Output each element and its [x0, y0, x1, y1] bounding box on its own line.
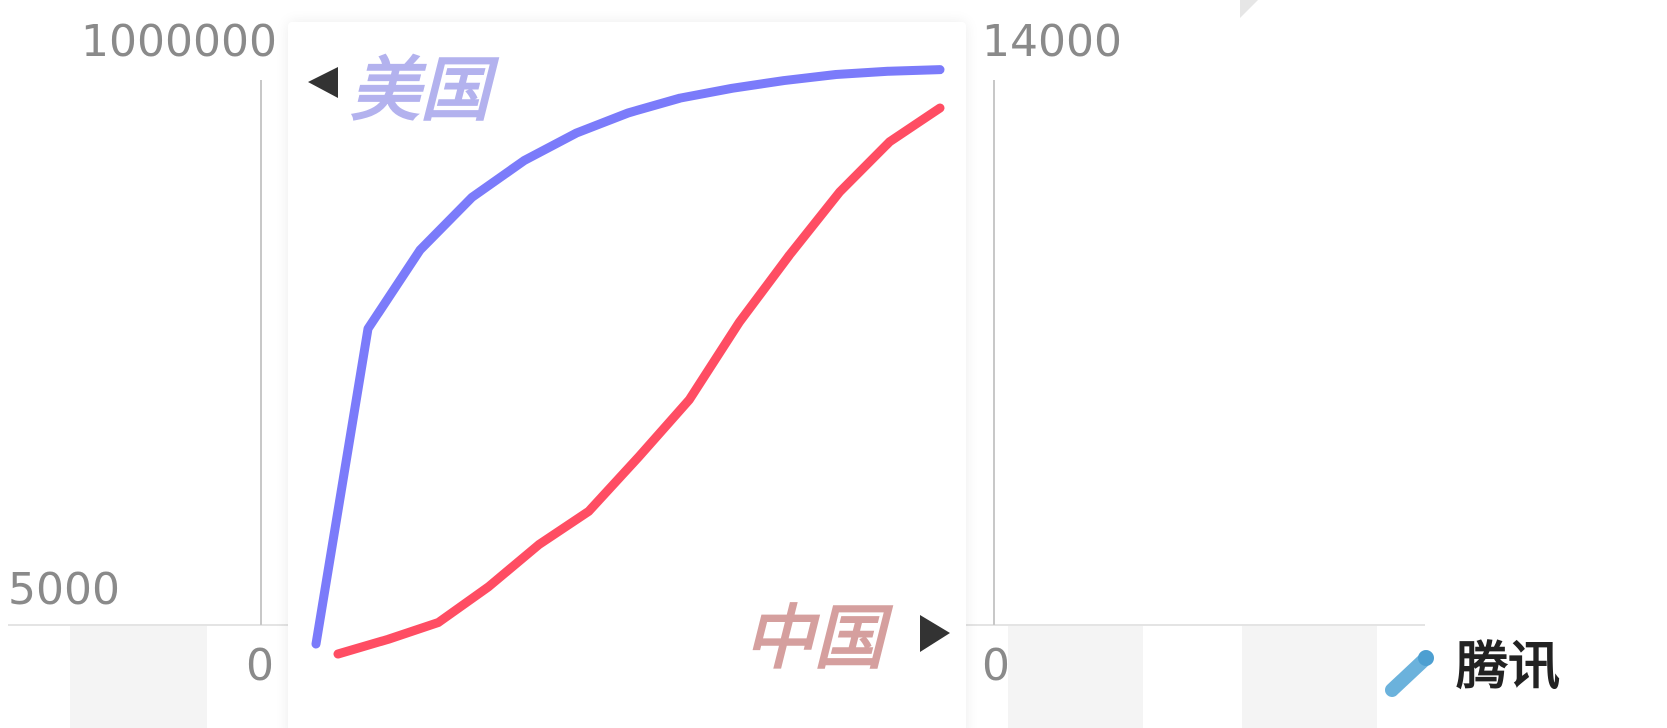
cn-point-4 [538, 544, 540, 546]
series-line-cn [333, 103, 945, 659]
cn-point-8 [738, 321, 740, 323]
us-point-7 [679, 97, 681, 99]
us-point-5 [575, 132, 577, 134]
series-line-us [311, 65, 945, 649]
us-point-11 [887, 70, 889, 72]
cn-point-11 [889, 141, 891, 143]
cn-point-2 [437, 622, 439, 624]
cn-point-1 [387, 638, 389, 640]
us-point-9 [783, 80, 785, 82]
us-point-6 [627, 112, 629, 114]
brand-name: 腾讯 [1456, 637, 1561, 697]
right-axis-zero-label: 0 [982, 640, 1010, 691]
cn-point-3 [488, 586, 490, 588]
us-point-3 [471, 196, 473, 198]
chart-card: 美国中国 [288, 22, 966, 728]
series-label-cn: 中国 [744, 597, 894, 679]
us-point-12 [939, 69, 941, 71]
cn-point-12 [939, 107, 941, 109]
left-axis-min-label: 5000 [8, 564, 120, 615]
bottom-bar-2 [1008, 626, 1143, 728]
right-axis-max-label: 14000 [982, 16, 1122, 67]
cn-point-5 [588, 510, 590, 512]
us-point-8 [731, 87, 733, 89]
us-point-2 [419, 249, 421, 251]
cn-point-10 [839, 191, 841, 193]
bottom-bar-1 [70, 626, 207, 728]
cn-point-9 [789, 254, 791, 256]
left-axis-max-label: 1000000 [81, 16, 277, 67]
bottom-bar-3 [1242, 626, 1377, 728]
left-axis-zero-label: 0 [246, 640, 274, 691]
tencent-pen-icon [1385, 650, 1434, 697]
series-label-us: 美国 [350, 49, 500, 131]
right-arrow-icon [920, 615, 950, 652]
us-point-0 [315, 643, 317, 645]
cn-point-0 [337, 653, 339, 655]
brand-watermark: 腾讯 [1384, 618, 1667, 728]
us-point-4 [523, 160, 525, 162]
corner-mark [1240, 0, 1258, 18]
us-point-10 [835, 74, 837, 76]
cn-point-6 [638, 456, 640, 458]
cn-point-7 [688, 399, 690, 401]
left-arrow-icon [308, 67, 338, 98]
us-point-1 [367, 328, 369, 330]
